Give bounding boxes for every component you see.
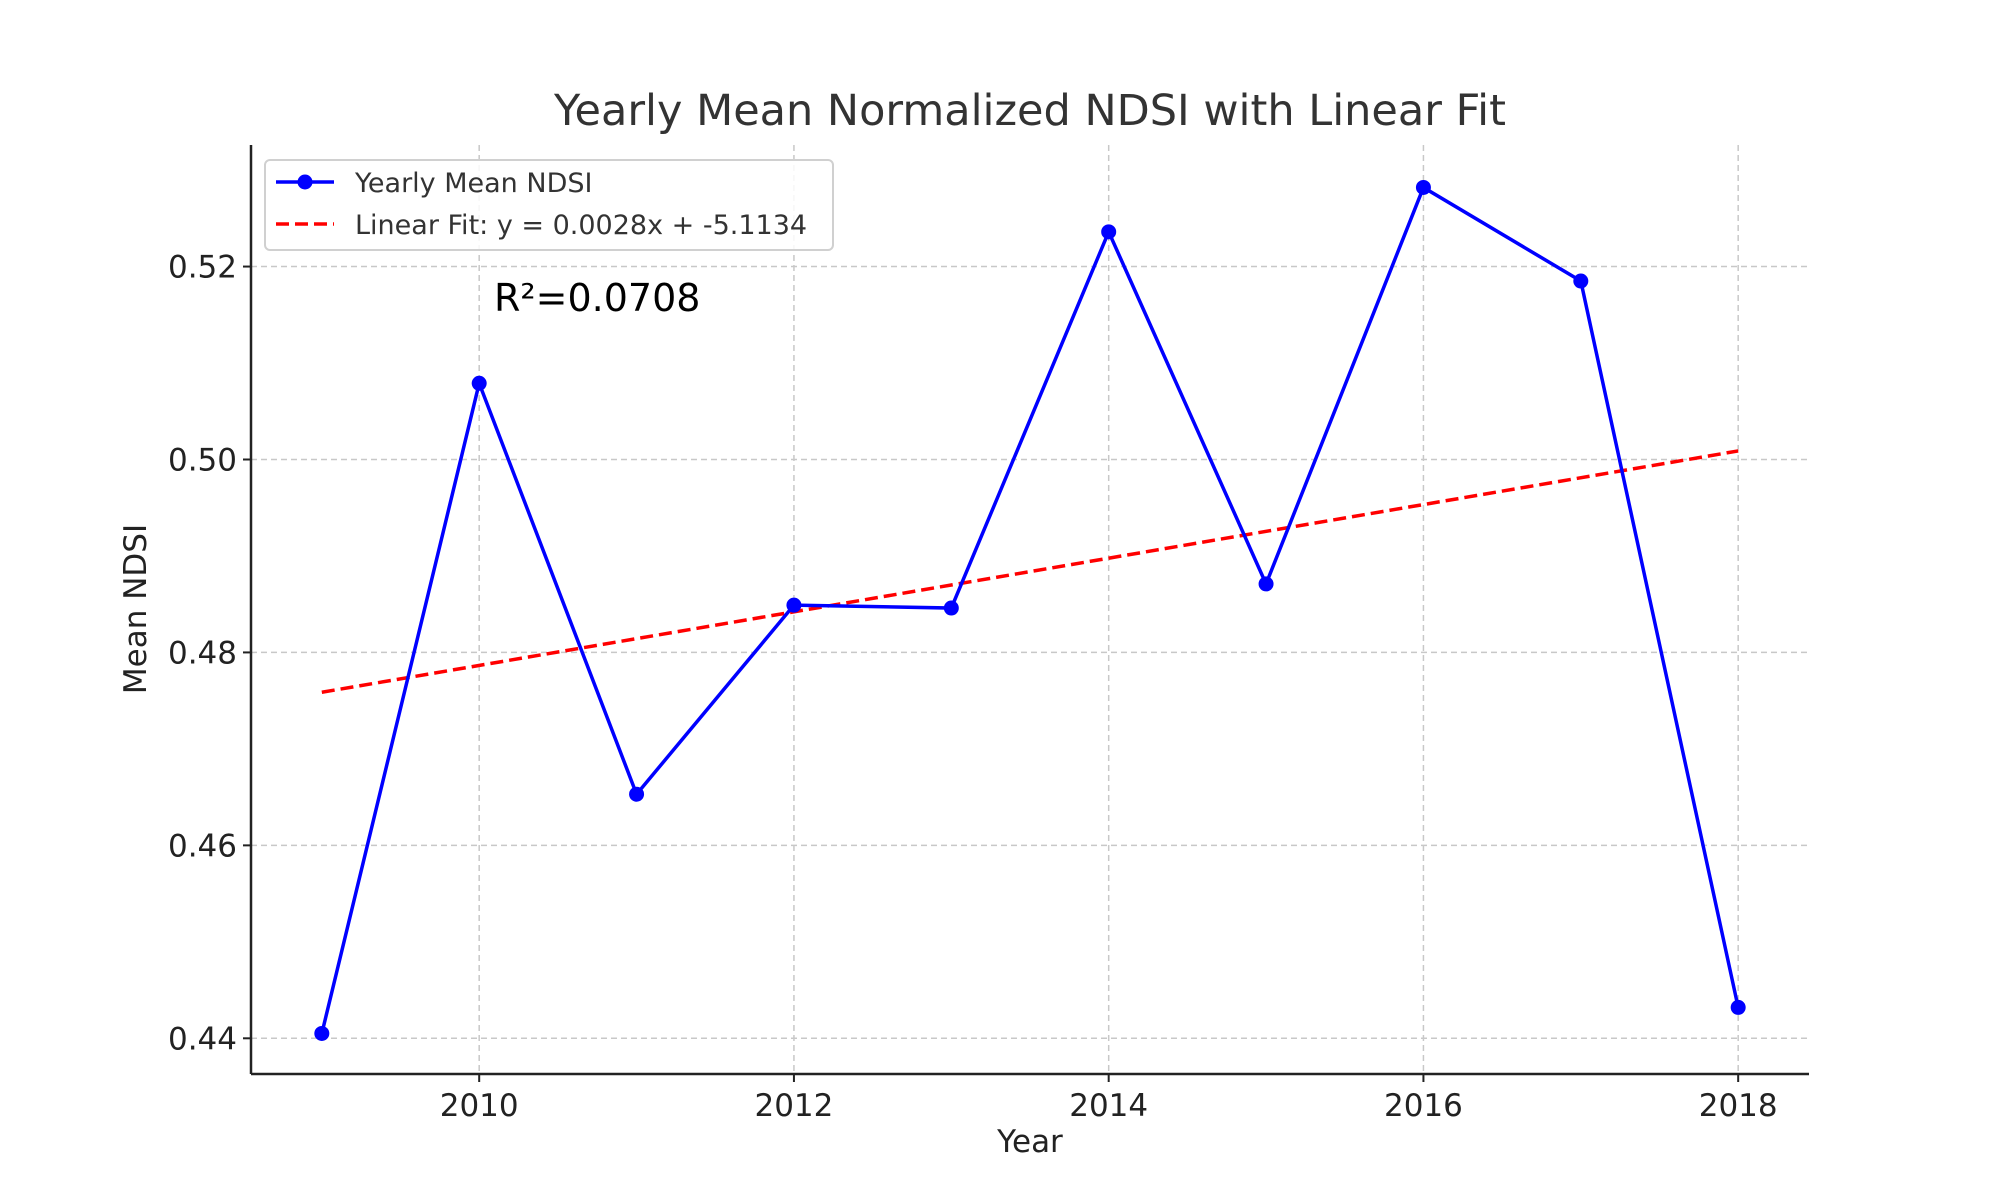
x-tick-label: 2016 (1384, 1088, 1463, 1124)
x-tick-label: 2018 (1699, 1088, 1778, 1124)
y-tick-label: 0.52 (168, 250, 237, 286)
legend-marker-data (297, 174, 313, 190)
data-point (471, 375, 487, 391)
y-tick-label: 0.46 (168, 828, 237, 864)
y-axis-label: Mean NDSI (118, 524, 154, 694)
data-point (1101, 224, 1117, 240)
legend-label-data: Yearly Mean NDSI (354, 168, 592, 199)
fit-series (321, 449, 1739, 694)
fit-line (321, 449, 1739, 694)
data-line (320, 184, 1740, 1034)
x-axis-label: Year (996, 1124, 1063, 1160)
data-series (314, 179, 1746, 1041)
data-point (786, 597, 802, 613)
data-point (943, 600, 959, 616)
y-tick-label: 0.50 (168, 442, 237, 478)
data-point (1730, 999, 1746, 1015)
x-tick-label: 2010 (440, 1088, 519, 1124)
data-point (1415, 179, 1431, 195)
x-tick-label: 2014 (1069, 1088, 1148, 1124)
x-ticks: 2010 2012 2014 2016 2018 (440, 1074, 1778, 1124)
grid (251, 145, 1809, 1074)
legend-label-fit: Linear Fit: y = 0.0028x + -5.1134 (355, 210, 807, 241)
y-ticks: 0.44 0.46 0.48 0.50 0.52 (168, 250, 251, 1057)
data-point (1258, 576, 1274, 592)
x-tick-label: 2012 (754, 1088, 833, 1124)
y-tick-label: 0.44 (168, 1021, 237, 1057)
data-point (629, 786, 645, 802)
data-point (314, 1025, 330, 1041)
r-squared-annotation: R²=0.0708 (494, 276, 700, 320)
legend: Yearly Mean NDSI Linear Fit: y = 0.0028x… (264, 159, 834, 251)
data-point (1573, 273, 1589, 289)
y-tick-label: 0.48 (168, 635, 237, 671)
chart-title: Yearly Mean Normalized NDSI with Linear … (553, 86, 1506, 136)
